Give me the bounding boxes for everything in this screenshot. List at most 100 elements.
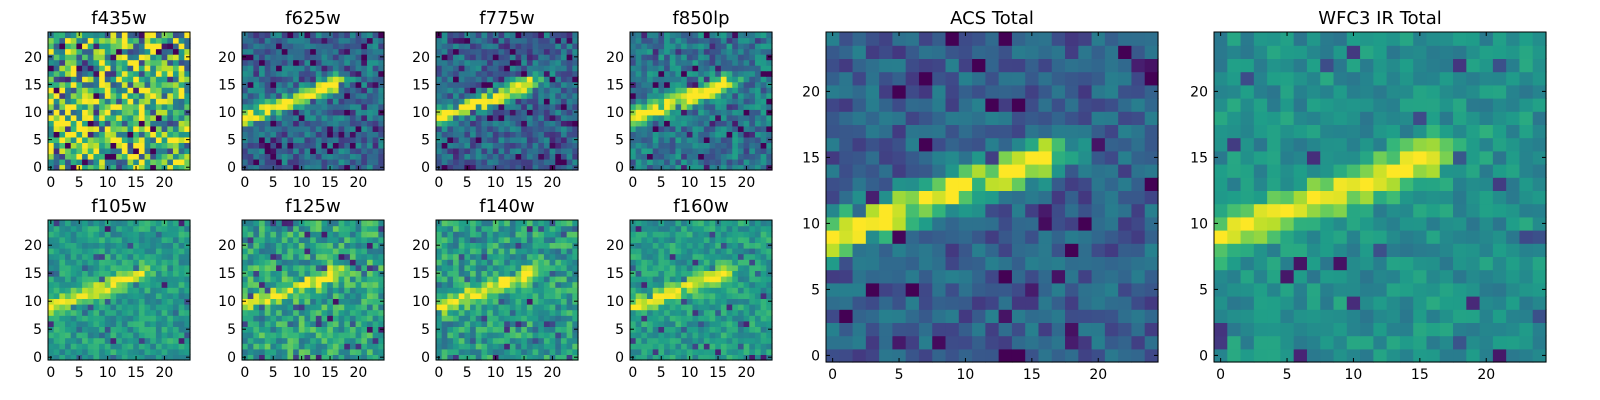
heatmap-cell — [242, 281, 249, 288]
heatmap-cell — [59, 48, 66, 55]
heatmap-cell — [709, 87, 716, 94]
heatmap-cell — [532, 242, 539, 249]
heatmap-cell — [447, 59, 454, 66]
heatmap-cell — [155, 253, 163, 260]
heatmap-cell — [361, 98, 368, 105]
heatmap-cell — [652, 142, 659, 149]
heatmap-cell — [327, 158, 334, 166]
heatmap-cell — [167, 253, 174, 260]
heatmap-cell — [515, 264, 522, 271]
heatmap-cell — [726, 292, 733, 299]
heatmap-cell — [332, 354, 340, 361]
heatmap-cell — [70, 242, 77, 249]
heatmap-cell — [652, 158, 659, 166]
heatmap-cell — [669, 158, 677, 166]
heatmap-cell — [161, 236, 168, 243]
heatmap-cell — [526, 32, 534, 39]
heatmap-cell — [310, 59, 317, 66]
heatmap-cell — [566, 142, 573, 149]
heatmap-cell — [178, 231, 185, 238]
heatmap-cell — [538, 270, 545, 277]
heatmap-cell — [760, 142, 767, 149]
heatmap-cell — [726, 343, 733, 350]
heatmap-cell — [635, 43, 642, 50]
heatmap-cell — [669, 103, 677, 110]
heatmap-cell — [532, 109, 539, 116]
heatmap-cell — [144, 87, 151, 94]
heatmap-cell — [658, 65, 665, 72]
heatmap-cell — [321, 281, 328, 288]
heatmap-cell — [304, 114, 311, 121]
heatmap-cell — [178, 120, 185, 127]
heatmap-cell — [93, 220, 100, 227]
heatmap-cell — [572, 225, 579, 232]
heatmap-cell — [76, 158, 83, 166]
y-tick-label: 10 — [218, 105, 236, 121]
heatmap-cell — [766, 125, 773, 132]
heatmap-cell — [720, 32, 728, 39]
heatmap-cell — [647, 326, 654, 333]
heatmap-cell — [321, 287, 328, 294]
heatmap-cell — [138, 98, 146, 105]
heatmap-cell — [138, 276, 146, 283]
heatmap-cell — [441, 259, 448, 266]
heatmap-cell — [436, 125, 443, 132]
heatmap-cell — [669, 309, 677, 316]
heatmap-cell — [492, 348, 500, 355]
heatmap-cell — [470, 225, 477, 232]
heatmap-cell — [327, 76, 334, 83]
heatmap-cell — [242, 259, 249, 266]
heatmap-cell — [167, 298, 174, 305]
heatmap-cell — [82, 103, 89, 110]
heatmap-cell — [647, 276, 654, 283]
heatmap-cell — [76, 259, 83, 266]
heatmap-cell — [104, 315, 112, 322]
heatmap-cell — [441, 287, 448, 294]
heatmap-cell — [172, 109, 180, 116]
heatmap-cell — [703, 32, 711, 39]
heatmap-cell — [372, 109, 379, 116]
heatmap-cell — [361, 120, 368, 127]
heatmap-cell — [116, 248, 123, 255]
heatmap-cell — [48, 92, 55, 99]
heatmap-cell — [253, 92, 260, 99]
heatmap-cell — [566, 32, 573, 39]
heatmap-cell — [87, 337, 95, 344]
heatmap-cell — [93, 54, 100, 61]
heatmap-cell — [681, 103, 688, 110]
heatmap-cell — [447, 320, 454, 327]
heatmap-cell — [110, 81, 117, 88]
heatmap-cell — [749, 98, 756, 105]
heatmap-cell — [315, 70, 323, 77]
heatmap-cell — [555, 43, 562, 50]
heatmap-cell — [703, 348, 711, 355]
heatmap-cell — [481, 120, 488, 127]
heatmap-cell — [287, 92, 294, 99]
heatmap-cell — [304, 65, 311, 72]
heatmap-cell — [669, 43, 677, 50]
heatmap-cell — [247, 292, 254, 299]
heatmap-cell — [82, 54, 89, 61]
heatmap-cell — [664, 142, 671, 149]
heatmap-cell — [669, 92, 677, 99]
heatmap-cell — [703, 337, 711, 344]
heatmap-cell — [87, 103, 95, 110]
heatmap-cell — [737, 326, 745, 333]
heatmap-cell — [344, 315, 351, 322]
heatmap-cell — [441, 236, 448, 243]
heatmap-cell — [436, 320, 443, 327]
heatmap-cell — [521, 292, 528, 299]
heatmap-cell — [669, 147, 677, 155]
heatmap-cell — [270, 259, 277, 266]
heatmap-cell — [647, 136, 654, 143]
heatmap-cell — [247, 276, 254, 283]
heatmap-cell — [172, 43, 180, 50]
heatmap-cell — [566, 309, 573, 316]
y-tick-label: 20 — [218, 238, 236, 254]
heatmap-cell — [686, 70, 694, 77]
heatmap-cell — [532, 348, 539, 355]
heatmap-cell — [127, 48, 134, 55]
heatmap-cell — [555, 348, 562, 355]
